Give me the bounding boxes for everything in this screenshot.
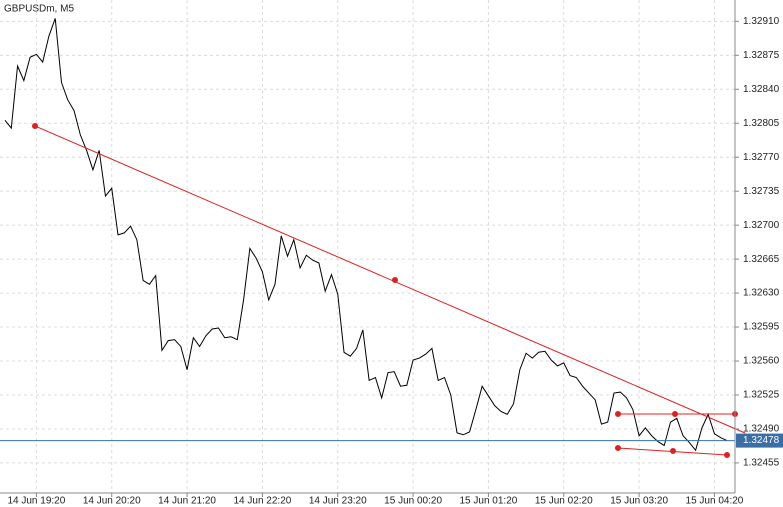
y-tick-label: 1.32875 [743,50,780,61]
trend-anchor [724,452,730,458]
grid [0,0,735,493]
x-tick-label: 15 Jun 04:20 [686,496,744,507]
trend-anchor [672,411,678,417]
x-tick-label: 14 Jun 22:20 [233,496,291,507]
y-tick-label: 1.32840 [743,84,780,95]
x-tick-label: 15 Jun 02:20 [535,496,593,507]
x-tick-label: 14 Jun 23:20 [309,496,367,507]
y-tick-label: 1.32525 [743,390,780,401]
trend-lines [32,123,746,458]
price-line [4,18,728,452]
x-tick-label: 15 Jun 01:20 [460,496,518,507]
x-tick-label: 15 Jun 03:20 [610,496,668,507]
chart-title: GBPUSDm, M5 [4,4,74,15]
x-tick-label: 15 Jun 00:20 [384,496,442,507]
y-tick-label: 1.32595 [743,322,780,333]
y-tick-label: 1.32630 [743,288,780,299]
trend-anchor [392,277,398,283]
y-tick-label: 1.32490 [743,424,780,435]
y-tick-label: 1.32805 [743,118,780,129]
plot [0,18,735,452]
y-tick-label: 1.32910 [743,16,780,27]
current-price-box [736,433,783,448]
x-tick-label: 14 Jun 19:20 [7,496,65,507]
y-tick-label: 1.32700 [743,220,780,231]
trend-anchor [615,411,621,417]
current-price-label: 1.32478 [743,435,780,446]
trend-line [34,125,746,434]
x-tick-label: 14 Jun 20:20 [83,496,141,507]
trend-anchor [615,445,621,451]
trend-anchor [32,123,38,129]
trend-anchor [670,448,676,454]
y-tick-label: 1.32735 [743,186,780,197]
y-tick-label: 1.32455 [743,458,780,469]
x-tick-label: 14 Jun 21:20 [158,496,216,507]
y-tick-label: 1.32560 [743,356,780,367]
y-tick-label: 1.32770 [743,152,780,163]
y-tick-label: 1.32665 [743,254,780,265]
